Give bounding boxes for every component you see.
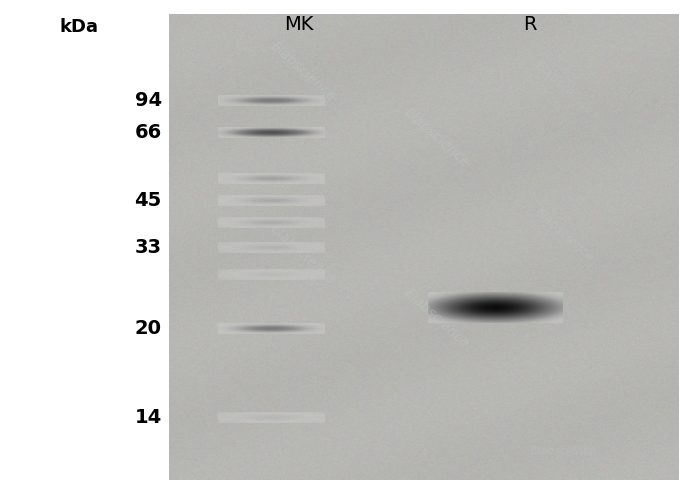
- Text: kDa: kDa: [60, 18, 98, 36]
- Text: Elabscience: Elabscience: [268, 38, 338, 104]
- Text: MK: MK: [285, 15, 314, 34]
- Text: Elabscience: Elabscience: [533, 59, 596, 118]
- Text: 20: 20: [135, 319, 162, 338]
- Text: R: R: [523, 15, 537, 34]
- Text: Elabscience: Elabscience: [531, 446, 597, 456]
- Text: Elabscience: Elabscience: [533, 206, 596, 265]
- Text: Elabscience: Elabscience: [268, 222, 338, 288]
- Text: 94: 94: [135, 91, 162, 110]
- Text: Elabscience: Elabscience: [402, 104, 472, 170]
- Text: 66: 66: [134, 123, 162, 142]
- Text: 45: 45: [134, 192, 162, 210]
- Text: 33: 33: [135, 238, 162, 257]
- Text: Elabscience: Elabscience: [402, 286, 472, 351]
- Text: 14: 14: [134, 408, 162, 427]
